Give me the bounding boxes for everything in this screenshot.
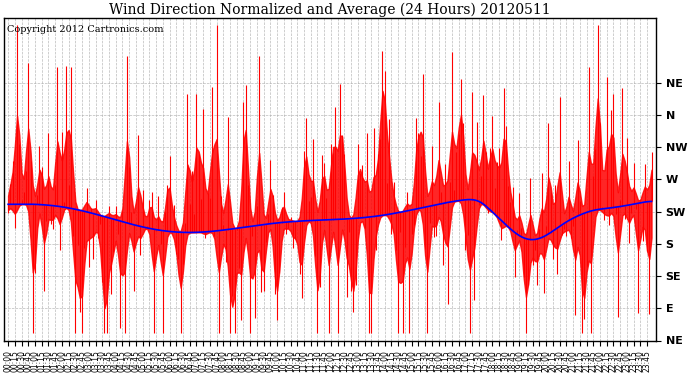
Text: Copyright 2012 Cartronics.com: Copyright 2012 Cartronics.com [7, 25, 164, 34]
Title: Wind Direction Normalized and Average (24 Hours) 20120511: Wind Direction Normalized and Average (2… [109, 3, 551, 17]
